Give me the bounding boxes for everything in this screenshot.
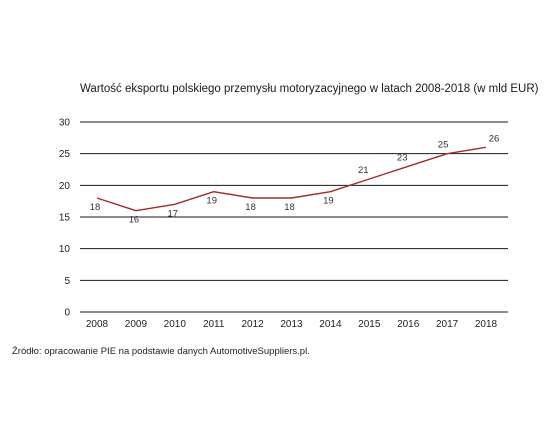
y-tick-label: 0: [64, 308, 70, 319]
gridlines: [80, 121, 508, 313]
data-label: 18: [284, 202, 295, 213]
x-tick-label: 2012: [241, 319, 264, 330]
data-label: 18: [245, 202, 256, 213]
x-tick-label: 2011: [203, 319, 225, 330]
x-tick-label: 2008: [86, 319, 109, 330]
x-tick-label: 2013: [280, 319, 303, 330]
data-label: 25: [438, 140, 449, 151]
source-note: Źródło: opracowanie PIE na podstawie dan…: [12, 346, 310, 357]
y-tick-label: 25: [59, 149, 71, 160]
data-labels: 18 16 17 19 18 18 19 21 23 25 26: [90, 133, 500, 225]
x-axis-tick-labels: 2008 2009 2010 2011 2012 2013 2014 2015 2016 2017…: [86, 319, 498, 330]
x-tick-label: 2016: [397, 319, 420, 330]
data-label: 16: [129, 215, 140, 226]
y-tick-label: 20: [59, 181, 71, 192]
data-label: 17: [168, 208, 179, 219]
x-tick-label: 2015: [358, 319, 381, 330]
y-tick-label: 30: [59, 118, 71, 129]
x-tick-label: 2009: [125, 319, 148, 330]
y-axis-tick-labels: 0 5 10 15 20 25 30: [59, 118, 71, 319]
x-tick-label: 2014: [319, 319, 342, 330]
data-label: 18: [90, 202, 101, 213]
series-line: [96, 146, 487, 212]
x-tick-label: 2017: [436, 319, 459, 330]
data-label: 26: [489, 133, 500, 144]
y-tick-label: 5: [64, 276, 70, 287]
chart-title: Wartość eksportu polskiego przemysłu mot…: [80, 83, 539, 95]
data-label: 23: [397, 152, 408, 163]
data-label: 19: [323, 196, 334, 207]
data-label: 21: [358, 165, 369, 176]
series-line-path: [96, 146, 487, 212]
data-label: 19: [206, 196, 217, 207]
y-tick-label: 10: [59, 244, 71, 255]
x-tick-label: 2018: [475, 319, 498, 330]
x-tick-label: 2010: [164, 319, 187, 330]
y-tick-label: 15: [59, 213, 71, 224]
